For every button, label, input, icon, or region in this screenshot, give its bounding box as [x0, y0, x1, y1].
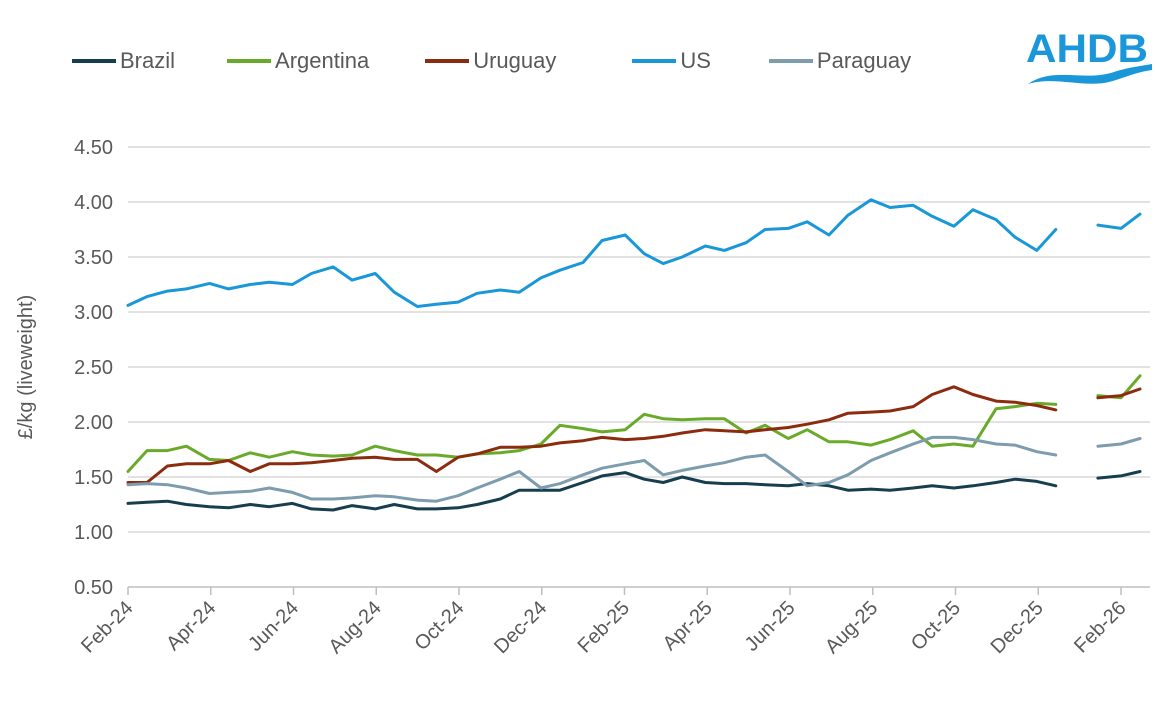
- y-tick-label: 3.50: [74, 247, 113, 269]
- legend-swatch: [72, 59, 116, 63]
- y-tick-label: 2.50: [74, 357, 113, 379]
- y-tick-label: 1.50: [74, 467, 113, 489]
- legend: Brazil Argentina Uruguay US Paraguay: [72, 48, 911, 74]
- legend-swatch: [632, 59, 677, 63]
- x-tick-label: Dec-24: [490, 597, 551, 658]
- series-line-argentina: [126, 401, 1058, 473]
- y-tick-label: 4.50: [74, 137, 113, 159]
- y-tick-label: 4.00: [74, 192, 113, 214]
- x-tick-label: Jun-25: [741, 597, 800, 656]
- series-line-brazil: [1096, 470, 1142, 480]
- ahdb-logo: AHDB: [1026, 27, 1152, 84]
- legend-swatch: [425, 59, 470, 63]
- legend-label: Brazil: [120, 48, 176, 73]
- x-tick-label: Apr-24: [162, 597, 220, 655]
- x-tick-label: Oct-25: [907, 597, 965, 655]
- legend-item-paraguay: Paraguay: [768, 48, 912, 74]
- x-tick-label: Dec-25: [987, 597, 1048, 658]
- svg-text:AHDB: AHDB: [1026, 27, 1148, 71]
- legend-item-us: US: [632, 48, 711, 74]
- x-tick-label: Feb-24: [77, 597, 137, 657]
- x-tick-label: Jun-24: [244, 597, 303, 656]
- x-tick-label: Feb-26: [1070, 597, 1130, 657]
- x-tick-label: Oct-24: [411, 597, 469, 655]
- legend-label: Uruguay: [473, 48, 557, 73]
- legend-swatch: [227, 59, 272, 63]
- y-tick-label: 0.50: [74, 577, 113, 599]
- legend-item-argentina: Argentina: [227, 48, 369, 74]
- series-line-brazil: [126, 471, 1058, 512]
- series-line-us: [126, 198, 1058, 308]
- x-tick-label: Feb-25: [574, 597, 634, 657]
- y-tick-label: 3.00: [74, 302, 113, 324]
- legend-label: Argentina: [275, 48, 370, 73]
- legend-label: Paraguay: [816, 48, 912, 73]
- legend-label: US: [680, 48, 711, 73]
- series-line-uruguay: [126, 385, 1058, 484]
- series-line-uruguay: [1096, 387, 1142, 400]
- legend-item-brazil: Brazil: [72, 48, 175, 74]
- legend-item-uruguay: Uruguay: [425, 48, 556, 74]
- x-tick-label: Aug-25: [821, 597, 882, 658]
- x-tick-label: Apr-25: [659, 597, 717, 655]
- x-tick-label: Aug-24: [325, 597, 386, 658]
- legend-swatch: [768, 59, 813, 63]
- series-line-paraguay: [126, 435, 1058, 503]
- y-tick-label: 2.00: [74, 412, 113, 434]
- series-line-us: [1096, 212, 1142, 230]
- y-axis-label: £/kg (liveweight): [15, 295, 37, 440]
- series-line-paraguay: [1096, 437, 1142, 448]
- y-tick-label: 1.00: [74, 522, 113, 544]
